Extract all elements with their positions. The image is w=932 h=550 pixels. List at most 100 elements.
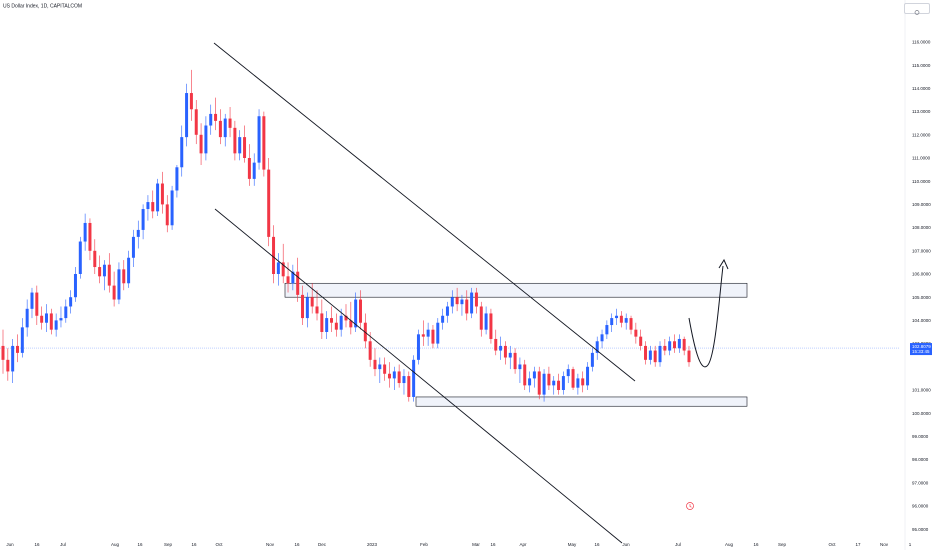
x-tick-label: Jul [675,542,681,547]
candle-body [334,322,338,330]
candle-body [262,116,266,170]
candle-body [151,202,155,212]
y-axis[interactable]: 116.0000 115.0000 114.0000 113.0000 112.0000… [904,0,931,550]
candle-body [189,93,193,110]
y-tick-label: 101.0000 [912,388,931,393]
candle-body [315,306,319,314]
candle-body [402,376,406,384]
candle-body [668,341,672,351]
candle-body [426,329,430,337]
y-tick-label: 115.0000 [912,63,931,68]
y-tick-label: 98.0000 [912,457,929,462]
x-tick-label: 16 [191,542,197,547]
candle-body [281,262,285,277]
zones-layer [284,282,748,407]
candle-body [296,271,300,295]
x-tick-label: Sep [778,542,787,547]
candle-body [474,292,478,307]
candle-body [141,209,145,230]
candle-body [301,294,305,319]
candle-body [127,257,131,284]
resistance-zone [284,282,748,298]
candle-body [252,162,256,179]
x-tick-label: 16 [137,542,143,547]
candle-body [199,134,203,154]
candle-body [44,313,48,323]
candle-body [460,299,464,305]
candle-body [291,271,295,284]
candle-body [165,204,169,226]
x-tick-label: 16 [294,542,300,547]
candle-body [542,373,546,395]
y-tick-label: 104.0000 [912,318,931,323]
y-tick-label: 108.0000 [912,225,931,230]
candle-body [532,371,536,379]
candle-body [581,378,585,386]
y-tick-label: 100.0000 [912,411,931,416]
candle-body [305,297,309,319]
candle-body [528,378,532,386]
replay-icon[interactable] [686,502,694,510]
price-badge-countdown: 15:33:45 [912,349,930,354]
candle-body [78,241,82,274]
candle-body [185,93,189,138]
candle-body [11,345,15,372]
candle-body [663,345,667,351]
candle-body [397,371,401,384]
x-tick-label: Sep [164,542,173,547]
candle-body [653,350,657,363]
candle-body [619,315,623,323]
x-tick-label: Jun [6,542,14,547]
candle-body [566,369,570,377]
x-tick-label: Dec [318,542,327,547]
settings-button[interactable] [904,3,930,15]
x-tick-label: Mar [472,542,480,547]
candle-body [64,306,68,319]
candle-body [436,322,440,344]
candle-body [494,338,498,351]
candle-body [102,264,106,277]
candle-body [243,137,247,158]
x-tick-label: Nov [266,542,275,547]
candle-body [180,137,184,168]
candle-body [682,338,686,351]
y-tick-label: 112.0000 [912,132,931,137]
candle-body [117,269,121,300]
candle-body [441,315,445,323]
candle-body [576,378,580,388]
candle-body [392,371,396,379]
y-tick-label: 97.0000 [912,480,929,485]
candle-body [537,371,541,395]
candle-body [218,120,222,138]
candle-body [194,109,198,135]
x-tick-label: 16 [753,542,759,547]
chart-title: US Dollar Index, 1D, CAPITALCOM [3,4,82,10]
price-badge-value: 102.8079 [912,344,931,349]
x-tick-label: Nov [880,542,889,547]
candle-body [552,380,556,386]
y-tick-label: 109.0000 [912,202,931,207]
x-tick-label: Feb [420,542,428,547]
candle-body [416,334,420,360]
y-tick-label: 116.0000 [912,40,931,45]
candle-body [518,364,522,370]
candle-body [378,364,382,370]
candle-body [6,359,10,372]
candle-body [479,306,483,330]
candle-body [73,274,77,298]
candles-layer [1,69,691,402]
candle-body [450,297,454,307]
candle-body [344,315,348,321]
candle-body [687,350,691,363]
candle-body [15,345,19,353]
candle-body [146,202,150,210]
x-axis[interactable]: Jun 16 Jul Aug 16 Sep 16 Oct Nov 16 Dec 2023 Feb Mar 1… [6,542,911,547]
candle-body [339,315,343,330]
candle-body [267,169,271,237]
candle-body [310,297,314,307]
candle-body [547,373,551,386]
candle-body [204,125,208,154]
candle-body [557,380,561,390]
candle-body [503,345,507,358]
